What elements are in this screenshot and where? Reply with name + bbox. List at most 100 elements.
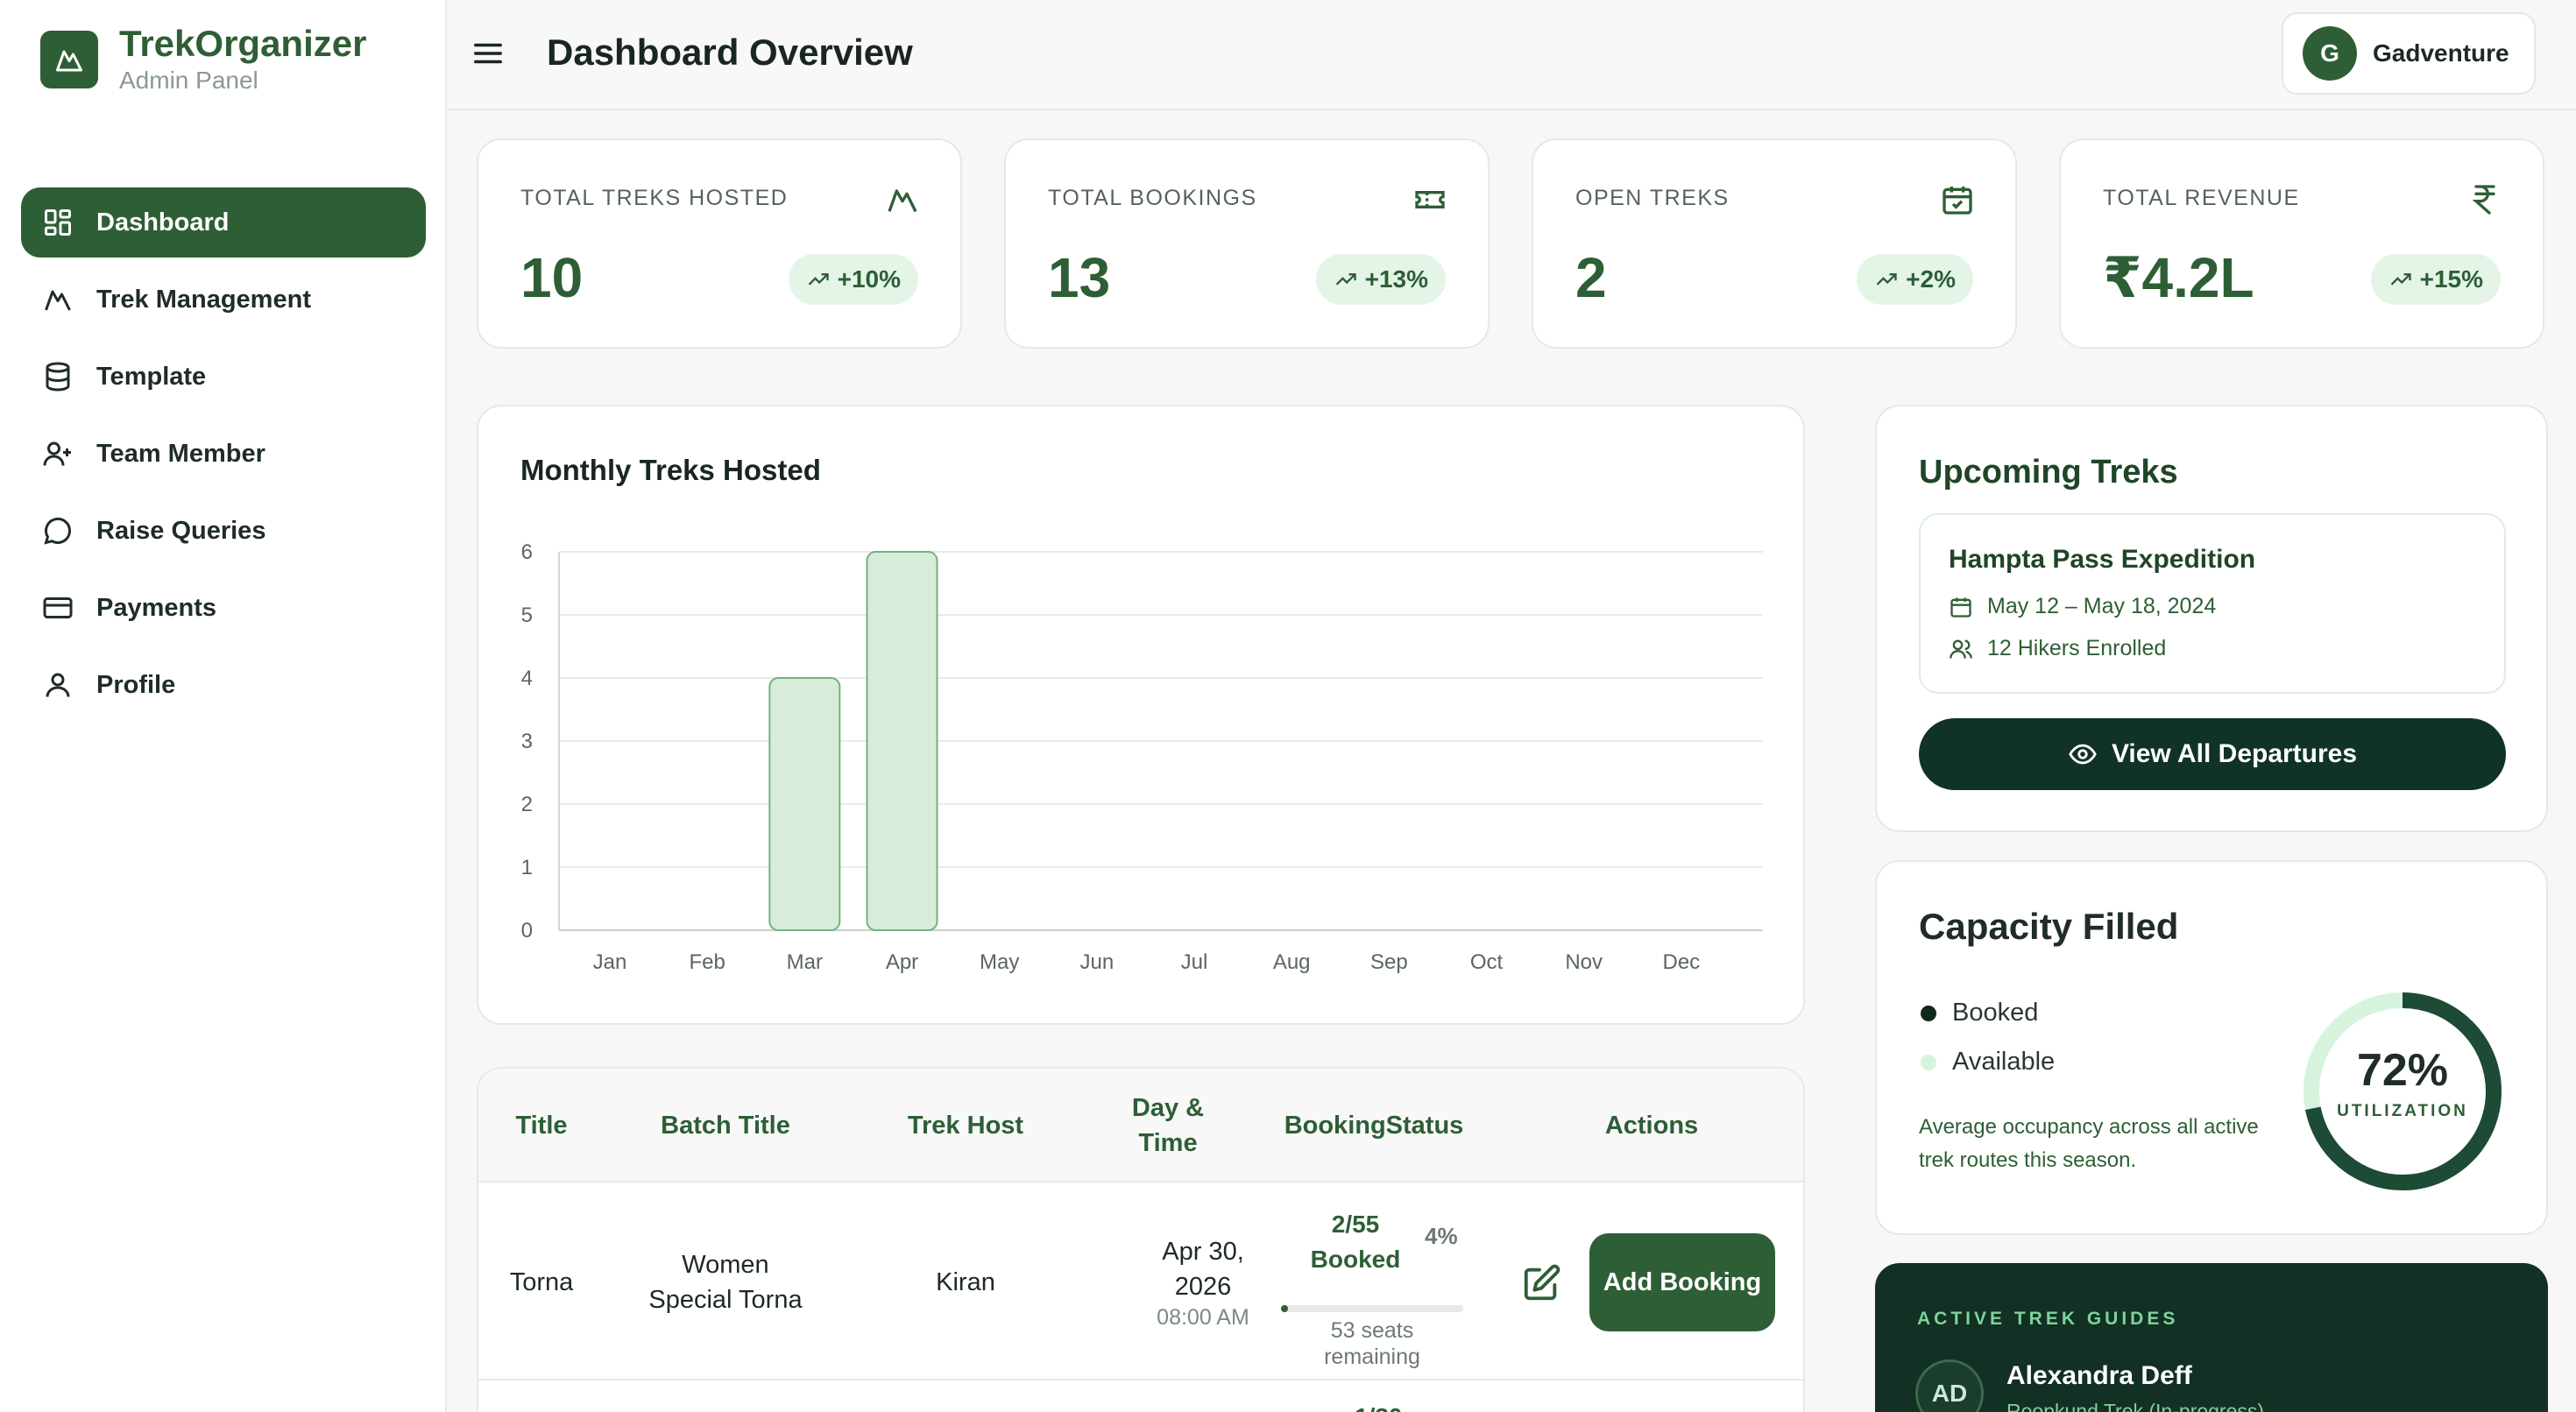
booking-progress-bar: [1281, 1305, 1463, 1312]
mountain-icon: [45, 290, 71, 311]
sidebar-item-label: Team Member: [96, 439, 265, 468]
message-icon: [44, 517, 72, 545]
cell-title: Torna: [509, 1268, 574, 1296]
x-tick-label: Feb: [689, 950, 725, 974]
cell-batch-title: Women Special Torna: [648, 1251, 803, 1314]
add-booking-button[interactable]: Add Booking: [1589, 1233, 1775, 1331]
table-row: Torna Women Special Torna Kiran Apr 30, …: [478, 1184, 1803, 1380]
view-all-departures-button[interactable]: View All Departures: [1919, 718, 2506, 790]
stat-change-badge: +13%: [1315, 254, 1446, 305]
booking-progress-fill: [1281, 1305, 1289, 1312]
treks-table: Title Batch Title Trek Host Day & Time B…: [477, 1067, 1805, 1412]
y-tick-label: 4: [521, 667, 533, 690]
database-icon: [46, 362, 70, 392]
stat-change-text: +2%: [1906, 265, 1956, 293]
utilization-percent: 72%: [2356, 1045, 2449, 1096]
sidebar-item-dashboard[interactable]: Dashboard: [21, 187, 426, 258]
stat-value: ₹4.2L: [2103, 246, 2254, 309]
user-plus-icon: [43, 441, 71, 466]
column-header-title: Title: [515, 1112, 568, 1140]
top-header: Dashboard Overview G Gadventure: [449, 0, 2576, 110]
stat-label: TOTAL BOOKINGS: [1048, 186, 1257, 210]
y-tick-label: 6: [521, 540, 533, 564]
dashboard-icon: [45, 209, 71, 236]
x-tick-label: May: [980, 950, 1019, 974]
sidebar-item-label: Template: [96, 362, 207, 391]
trek-hikers-text: 12 Hikers Enrolled: [1987, 636, 2167, 660]
hamburger-menu-icon[interactable]: [471, 37, 505, 70]
trending-up-icon: [1335, 273, 1356, 286]
trek-dates-text: May 12 – May 18, 2024: [1987, 594, 2217, 618]
x-tick-label: Mar: [787, 950, 823, 974]
column-header-day-time: Day & Time: [1131, 1094, 1205, 1157]
sidebar-item-label: Trek Management: [96, 285, 311, 314]
x-tick-label: Jun: [1079, 950, 1114, 974]
stat-label: OPEN TREKS: [1575, 186, 1730, 210]
calendar-check-icon: [1943, 187, 1972, 215]
x-tick-label: Jul: [1181, 950, 1208, 974]
stat-change-badge: +2%: [1857, 254, 1973, 305]
sidebar-item-trek-management[interactable]: Trek Management: [21, 265, 426, 335]
sidebar-item-team-member[interactable]: Team Member: [21, 419, 426, 489]
donut-arc: [2304, 992, 2502, 1190]
next-row-booking-fraction: 1/30: [1355, 1403, 1403, 1412]
mountain-icon: [888, 189, 917, 213]
sidebar-item-label: Payments: [96, 593, 217, 622]
page-title: Dashboard Overview: [547, 32, 913, 73]
trending-up-icon: [808, 273, 829, 286]
legend-dot-available: [1921, 1054, 1936, 1070]
ticket-icon: [1415, 191, 1445, 208]
guide-trek-status: Roopkund Trek (In-progress): [2006, 1400, 2265, 1412]
capacity-title: Capacity Filled: [1919, 906, 2179, 947]
booking-status: 2/55 Booked: [1281, 1207, 1430, 1277]
capacity-filled-card: Capacity Filled Booked Available Average…: [1875, 860, 2548, 1235]
sidebar-item-payments[interactable]: Payments: [21, 573, 426, 643]
booking-fraction: 2/55: [1331, 1211, 1380, 1238]
bar-chart: 0 1 2 3 4 5 6 Jan Feb Mar Apr May Jun Jul Aug Sep Oct Nov…: [521, 540, 1763, 974]
capacity-note: Average occupancy across all active trek…: [1919, 1115, 2259, 1172]
cell-trek-host: Kiran: [936, 1268, 995, 1296]
stat-label: TOTAL TREKS HOSTED: [520, 186, 789, 210]
column-header-actions: Actions: [1604, 1112, 1699, 1140]
legend-booked: Booked: [1921, 999, 2038, 1027]
upcoming-trek-item[interactable]: Hampta Pass Expedition May 12 – May 18, …: [1919, 513, 2506, 694]
stat-card-open-treks: OPEN TREKS 2 +2%: [1532, 138, 2017, 349]
user-icon: [46, 673, 70, 697]
y-tick-label: 1: [521, 856, 533, 879]
stat-change-badge: +15%: [2370, 254, 2501, 305]
stat-value: 13: [1048, 246, 1111, 309]
sidebar: TrekOrganizer Admin Panel Dashboard Trek…: [0, 0, 447, 1412]
table-header: Title Batch Title Trek Host Day & Time B…: [478, 1069, 1803, 1183]
user-menu-button[interactable]: G Gadventure: [2282, 12, 2536, 95]
rupee-icon: [2472, 185, 2495, 215]
guide-avatar: AD: [1915, 1359, 1984, 1412]
sidebar-item-profile[interactable]: Profile: [21, 650, 426, 720]
booking-percent: 4%: [1425, 1223, 1458, 1249]
sidebar-item-raise-queries[interactable]: Raise Queries: [21, 496, 426, 566]
sidebar-item-label: Raise Queries: [96, 516, 266, 545]
trek-dates: May 12 – May 18, 2024: [1949, 594, 2216, 619]
sidebar-item-template[interactable]: Template: [21, 342, 426, 412]
edit-icon[interactable]: [1521, 1263, 1561, 1303]
stat-change-text: +13%: [1364, 265, 1428, 293]
sidebar-item-label: Dashboard: [96, 208, 230, 237]
trek-hikers: 12 Hikers Enrolled: [1949, 636, 2166, 661]
users-icon: [1950, 639, 1972, 659]
guides-label: ACTIVE TREK GUIDES: [1917, 1309, 2179, 1329]
stat-value: 10: [520, 246, 584, 309]
avatar: G: [2303, 26, 2357, 81]
booking-word: Booked: [1310, 1246, 1401, 1273]
y-tick-label: 0: [521, 919, 533, 943]
mountain-logo-icon: [40, 31, 98, 88]
cell-day-time: Apr 30, 2026 08:00 AM: [1085, 1184, 1321, 1380]
utilization-label: UTILIZATION: [2337, 1102, 2468, 1120]
stat-value: 2: [1575, 246, 1607, 309]
legend-booked-label: Booked: [1952, 999, 2039, 1027]
stat-change-text: +15%: [2419, 265, 2483, 293]
brand[interactable]: TrekOrganizer Admin Panel: [40, 23, 366, 96]
legend-dot-booked: [1921, 1005, 1936, 1021]
brand-title: TrekOrganizer: [119, 23, 367, 64]
guide-name: Alexandra Deff: [2006, 1361, 2192, 1390]
eye-icon: [2069, 744, 2097, 765]
active-trek-guides-card: ACTIVE TREK GUIDES AD Alexandra Deff Roo…: [1875, 1263, 2548, 1412]
